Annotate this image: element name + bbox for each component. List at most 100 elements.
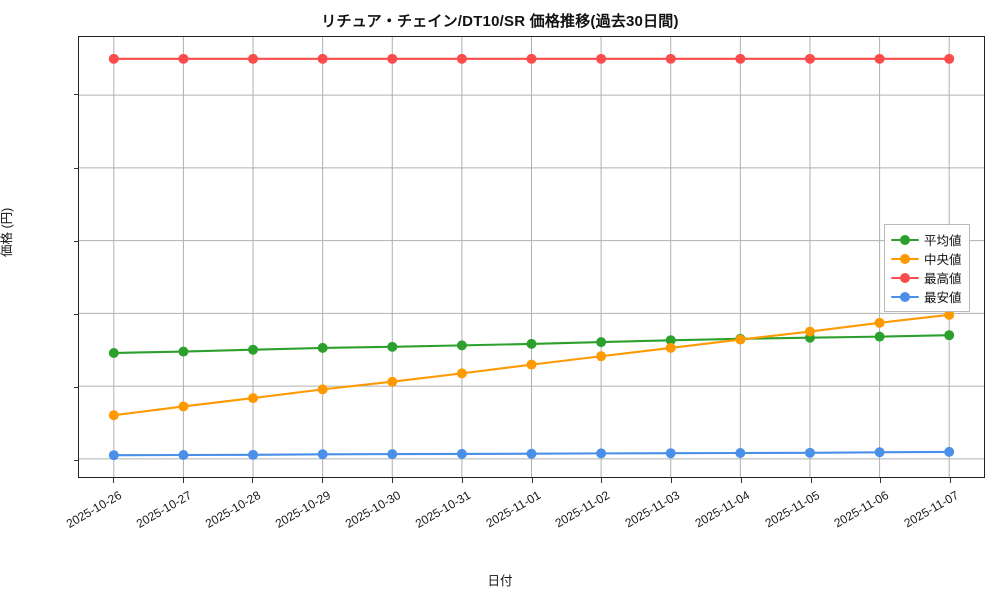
legend-marker-icon [891,271,919,285]
legend-label: 最安値 [924,291,962,305]
data-point-marker [387,449,398,460]
data-point-marker [596,337,607,348]
data-point-marker [387,376,398,387]
data-point-marker [248,344,259,355]
data-point-marker [108,348,119,358]
chart-legend: 平均値中央値最高値最安値 [884,224,970,312]
data-point-marker [665,448,676,459]
data-point-marker [456,448,467,459]
y-tick-mark [74,386,79,388]
x-tick-label: 2025-10-30 [342,488,403,531]
data-point-marker [874,331,885,342]
data-point-marker [456,53,467,64]
data-point-marker [804,53,815,64]
x-tick-mark [810,478,812,483]
data-point-marker [596,448,607,459]
x-tick-label: 2025-10-28 [203,488,264,531]
legend-label: 中央値 [924,253,962,267]
x-axis-title: 日付 [487,574,513,588]
x-tick-label: 2025-11-06 [831,488,892,531]
data-point-marker [108,410,119,421]
data-point-marker [526,359,537,370]
legend-label: 最高値 [924,272,962,286]
y-tick-mark [74,94,79,96]
x-tick-label: 2025-11-03 [622,488,683,531]
data-point-marker [526,448,537,459]
x-tick-label: 2025-11-01 [483,488,543,531]
data-point-marker [526,53,537,64]
x-tick-label: 2025-10-29 [273,488,334,531]
legend-label: 平均値 [924,234,962,248]
x-tick-label: 2025-11-02 [552,488,613,531]
data-point-marker [735,53,746,64]
data-point-marker [665,342,676,353]
data-point-marker [317,384,328,395]
y-tick-mark [74,459,79,461]
legend-item[interactable]: 最高値 [891,268,962,287]
data-point-marker [735,334,746,345]
x-tick-label: 2025-10-31 [412,488,473,531]
x-tick-mark [391,478,393,483]
x-tick-mark [461,478,463,483]
legend-marker-icon [891,233,919,247]
x-tick-mark [880,478,882,483]
data-point-marker [944,309,955,320]
plot-area [78,36,985,478]
x-tick-mark [252,478,254,483]
legend-item[interactable]: 最安値 [891,287,962,306]
data-point-marker [387,53,398,64]
legend-item[interactable]: 平均値 [891,230,962,249]
data-point-marker [874,53,885,64]
data-point-marker [178,53,189,64]
data-point-marker [317,449,328,460]
data-point-marker [317,342,328,353]
legend-item[interactable]: 中央値 [891,249,962,268]
x-tick-mark [601,478,603,483]
data-point-marker [387,341,398,352]
x-tick-mark [112,478,114,483]
data-point-marker [665,53,676,64]
x-tick-mark [182,478,184,483]
data-point-marker [735,448,746,458]
legend-marker-icon [891,252,919,266]
data-point-marker [944,446,955,457]
x-tick-mark [671,478,673,483]
data-point-marker [804,326,815,337]
gridlines [79,37,984,477]
data-point-marker [248,449,259,460]
x-tick-label: 2025-11-07 [901,488,962,531]
data-point-marker [456,368,467,379]
data-point-marker [317,53,328,64]
data-point-marker [178,450,189,460]
data-point-marker [944,330,955,341]
x-tick-mark [950,478,952,483]
x-tick-label: 2025-10-27 [133,488,194,531]
x-tick-mark [531,478,533,483]
data-point-marker [944,53,955,64]
x-tick-mark [740,478,742,483]
y-axis-title: 価格 (円) [0,207,14,257]
data-point-marker [874,447,885,458]
data-point-marker [178,401,189,412]
data-point-marker [665,335,676,346]
data-series-layer [108,53,955,461]
legend-marker-icon [891,290,919,304]
data-point-marker [248,53,259,64]
x-tick-label: 2025-11-05 [762,488,822,531]
x-tick-label: 2025-10-26 [63,488,124,531]
data-point-marker [248,393,259,404]
data-point-marker [596,351,607,362]
y-tick-mark [74,240,79,242]
data-point-marker [108,450,119,461]
y-tick-mark [74,313,79,315]
data-point-marker [456,340,467,351]
data-point-marker [526,338,537,349]
chart-title: リチュア・チェイン/DT10/SR 価格推移(過去30日間) [321,13,679,30]
x-tick-mark [322,478,324,483]
x-tick-label: 2025-11-04 [692,488,752,531]
y-tick-mark [74,167,79,169]
data-point-marker [108,53,119,64]
data-point-marker [178,346,189,357]
data-point-marker [874,317,885,328]
